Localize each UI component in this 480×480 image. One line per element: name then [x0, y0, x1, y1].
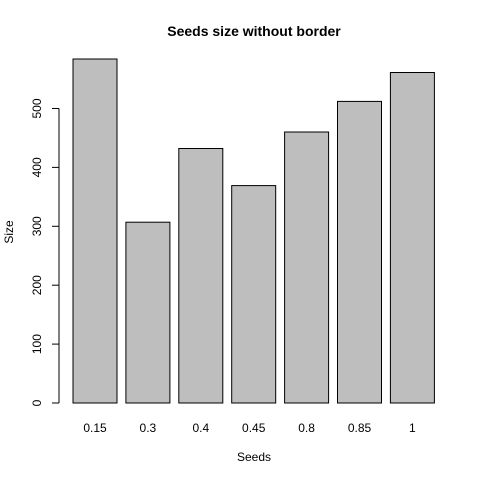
x-tick-label: 0.3	[140, 421, 157, 435]
y-tick-label: 100	[30, 334, 44, 354]
bar-0.85	[337, 100, 382, 404]
bar-0.15	[72, 58, 118, 404]
x-tick-label: 0.45	[242, 421, 266, 435]
bar-0.4	[178, 148, 224, 404]
y-axis: 0 100 200 300 400 500	[30, 98, 60, 406]
bar-0.8	[284, 131, 330, 404]
y-tick-label: 400	[30, 157, 44, 177]
x-tick-label: 0.15	[83, 421, 107, 435]
y-tick-label: 0	[30, 399, 44, 406]
x-tick-labels: 0.15 0.3 0.4 0.45 0.8 0.85 1	[83, 421, 416, 435]
x-tick-label: 0.4	[192, 421, 209, 435]
y-tick-label: 500	[30, 98, 44, 118]
bars-group	[72, 58, 435, 404]
x-tick-label: 0.8	[298, 421, 315, 435]
x-axis-label: Seeds	[237, 450, 271, 464]
bar-1	[389, 72, 435, 404]
y-tick-label: 200	[30, 275, 44, 295]
bar-0.45	[231, 185, 277, 404]
y-axis-label: Size	[2, 220, 16, 244]
y-tick-label: 300	[30, 216, 44, 236]
bar-0.3	[125, 221, 171, 404]
x-tick-label: 1	[409, 421, 416, 435]
x-tick-label: 0.85	[348, 421, 372, 435]
chart-title: Seeds size without border	[167, 23, 341, 39]
